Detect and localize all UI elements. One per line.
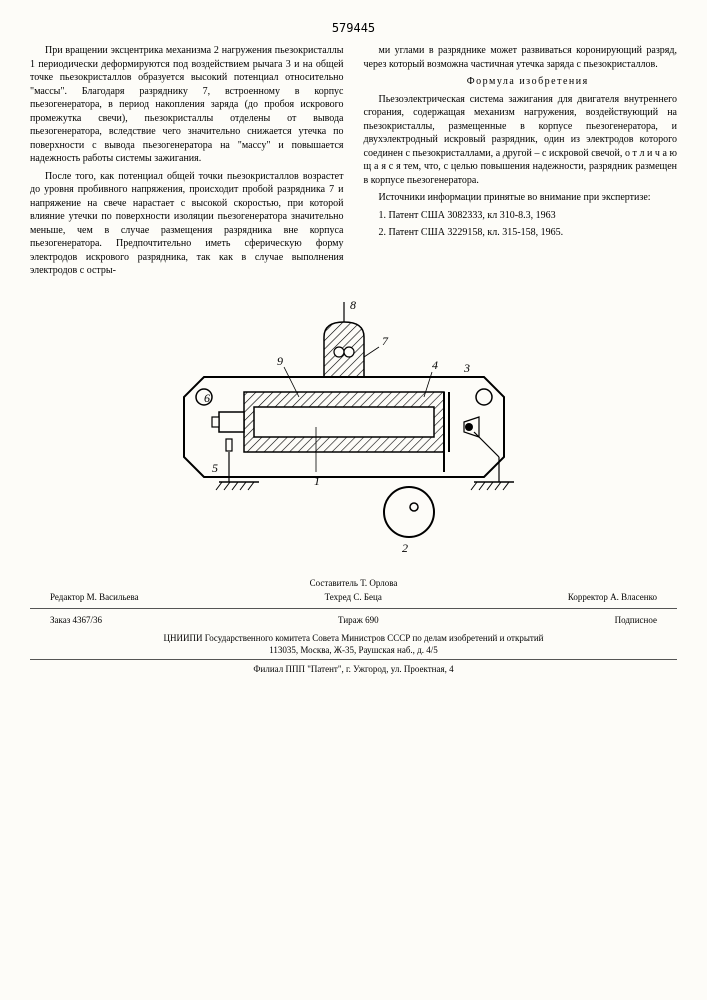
- label-8: 8: [350, 298, 356, 312]
- footer-circulation: Тираж 690: [338, 614, 379, 626]
- sources-title: Источники информации принятые во внимани…: [364, 191, 678, 205]
- patent-number: 579445: [30, 20, 677, 36]
- right-p2: Пьезоэлектрическая система зажигания для…: [364, 93, 678, 188]
- label-7: 7: [382, 334, 389, 348]
- label-6: 6: [204, 391, 210, 405]
- footer-branch: Филиал ППП "Патент", г. Ужгород, ул. Про…: [30, 663, 677, 675]
- source-1: 1. Патент США 3082333, кл 310-8.3, 1963: [364, 209, 678, 223]
- left-column: При вращении эксцентрика механизма 2 наг…: [30, 44, 344, 282]
- label-1: 1: [314, 474, 320, 488]
- formula-title: Формула изобретения: [364, 75, 678, 89]
- label-9: 9: [277, 354, 283, 368]
- footer-order: Заказ 4367/36: [50, 614, 102, 626]
- label-3: 3: [463, 361, 470, 375]
- footer-corrector: Корректор А. Власенко: [568, 591, 657, 603]
- footer: Составитель Т. Орлова Редактор М. Василь…: [30, 577, 677, 676]
- footer-org: ЦНИИПИ Государственного комитета Совета …: [30, 632, 677, 644]
- footer-subscription: Подписное: [615, 614, 657, 626]
- text-columns: При вращении эксцентрика механизма 2 наг…: [30, 44, 677, 282]
- footer-editor: Редактор М. Васильева: [50, 591, 139, 603]
- right-p1: ми углами в разряднике может развиваться…: [364, 44, 678, 71]
- source-2: 2. Патент США 3229158, кл. 315-158, 1965…: [364, 226, 678, 240]
- left-p1: При вращении эксцентрика механизма 2 наг…: [30, 44, 344, 166]
- label-2: 2: [402, 541, 408, 555]
- left-p2: После того, как потенциал общей точки пь…: [30, 170, 344, 278]
- footer-techred: Техред С. Беца: [325, 591, 382, 603]
- patent-diagram: 1 2 3 4 5 6 7 8 9: [164, 297, 544, 557]
- footer-compiler: Составитель Т. Орлова: [30, 577, 677, 589]
- label-4: 4: [432, 358, 438, 372]
- label-5: 5: [212, 461, 218, 475]
- right-column: ми углами в разряднике может развиваться…: [364, 44, 678, 282]
- footer-address: 113035, Москва, Ж-35, Раушская наб., д. …: [30, 644, 677, 656]
